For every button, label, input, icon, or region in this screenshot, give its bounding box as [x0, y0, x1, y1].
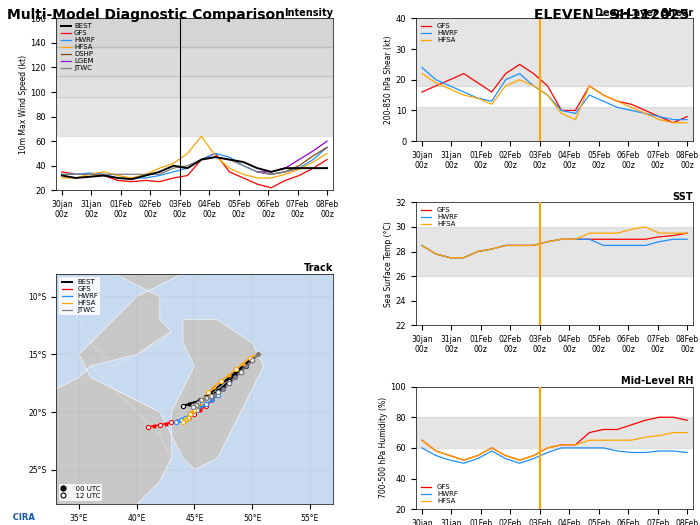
Text: Mid-Level RH: Mid-Level RH: [620, 376, 693, 386]
Text: CIRA: CIRA: [7, 513, 35, 522]
Text: Deep-Layer Shear: Deep-Layer Shear: [595, 7, 693, 18]
Bar: [56, 18, 333, 47]
Legend:   00 UTC,   12 UTC: 00 UTC, 12 UTC: [60, 484, 102, 501]
Text: Multi-Model Diagnostic Comparison: Multi-Model Diagnostic Comparison: [7, 8, 285, 22]
Bar: [416, 417, 693, 448]
Text: ELEVEN - SH112025: ELEVEN - SH112025: [534, 8, 690, 22]
Text: Intensity: Intensity: [284, 7, 333, 18]
Text: SST: SST: [673, 192, 693, 202]
Bar: [56, 47, 333, 76]
Y-axis label: 10m Max Wind Speed (kt): 10m Max Wind Speed (kt): [19, 55, 27, 154]
Bar: [416, 227, 693, 276]
Y-axis label: 700-500 hPa Humidity (%): 700-500 hPa Humidity (%): [379, 397, 388, 498]
Polygon shape: [56, 274, 183, 505]
Legend: BEST, GFS, HWRF, HFSA, DSHP, LGEM, JTWC: BEST, GFS, HWRF, HFSA, DSHP, LGEM, JTWC: [60, 22, 97, 73]
Legend: GFS, HWRF, HFSA: GFS, HWRF, HFSA: [419, 22, 459, 45]
Text: Track: Track: [304, 262, 333, 273]
Bar: [416, 18, 693, 86]
Bar: [416, 107, 693, 141]
Polygon shape: [172, 320, 264, 470]
Y-axis label: 200-850 hPa Shear (kt): 200-850 hPa Shear (kt): [384, 35, 393, 124]
Bar: [56, 76, 333, 97]
Legend: GFS, HWRF, HFSA: GFS, HWRF, HFSA: [419, 483, 459, 506]
Y-axis label: Sea Surface Temp (°C): Sea Surface Temp (°C): [384, 221, 393, 307]
Legend: GFS, HWRF, HFSA: GFS, HWRF, HFSA: [419, 206, 459, 229]
Bar: [56, 97, 333, 136]
